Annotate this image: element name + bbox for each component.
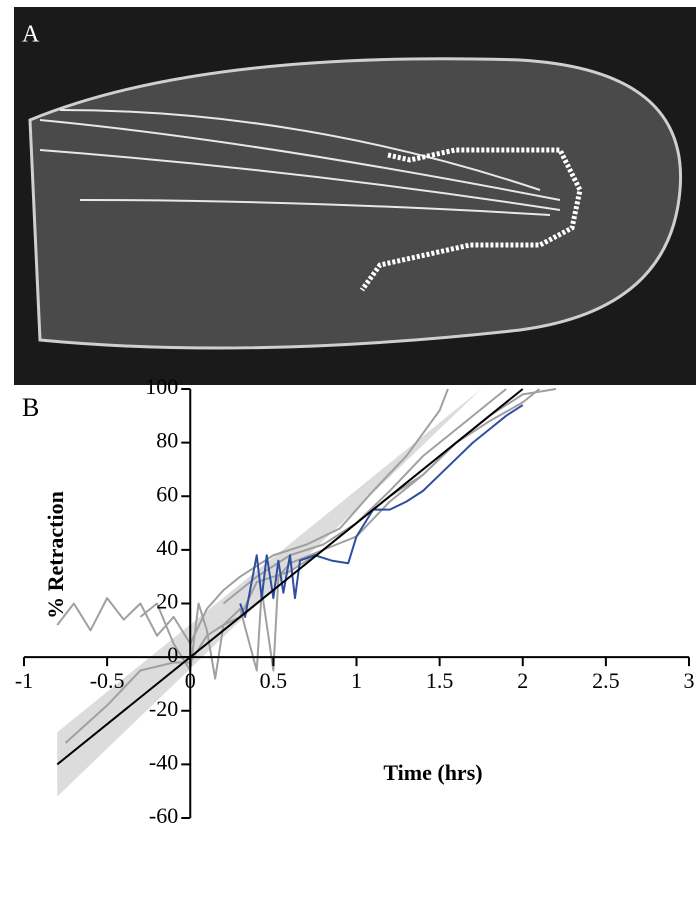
x-tick-label: 2.5: [592, 668, 620, 693]
panel-label: A: [22, 22, 40, 48]
y-axis-label: % Retraction: [43, 491, 68, 619]
y-tick-label: -60: [149, 803, 178, 828]
panel-label: B: [22, 393, 39, 422]
chart: B Time (hrs) % Retraction -1 -0.5 0 0.5 1 1.5…: [15, 374, 695, 828]
y-tick-label: 0: [167, 642, 178, 667]
y-tick-label: 80: [156, 428, 178, 453]
x-tick-label: -0.5: [90, 668, 125, 693]
plot-area: [56, 388, 670, 797]
x-tick-label: 1: [351, 668, 362, 693]
x-tick-label: 1.5: [426, 668, 454, 693]
micrograph: A: [14, 7, 696, 385]
trace: [239, 404, 524, 618]
trace: [56, 388, 524, 766]
x-tick-label: 0: [185, 668, 196, 693]
y-tick-label: -40: [149, 749, 178, 774]
x-tick-label: 0.5: [260, 668, 288, 693]
y-tick-label: 40: [156, 535, 178, 560]
y-tick-label: 60: [156, 481, 178, 506]
fibers: [39, 109, 561, 216]
x-tick-label: -1: [15, 668, 33, 693]
x-tick-label: 2: [517, 668, 528, 693]
trace: [56, 388, 449, 645]
tissue: [28, 57, 683, 350]
x-tick-label: 3: [684, 668, 695, 693]
x-axis-label: Time (hrs): [383, 760, 482, 785]
y-tick-label: 20: [156, 589, 178, 614]
y-tick-label: -20: [149, 696, 178, 721]
outline: [359, 147, 583, 292]
trace: [64, 388, 507, 744]
y-tick-label: 100: [145, 374, 178, 399]
confidence-band: [57, 389, 670, 797]
